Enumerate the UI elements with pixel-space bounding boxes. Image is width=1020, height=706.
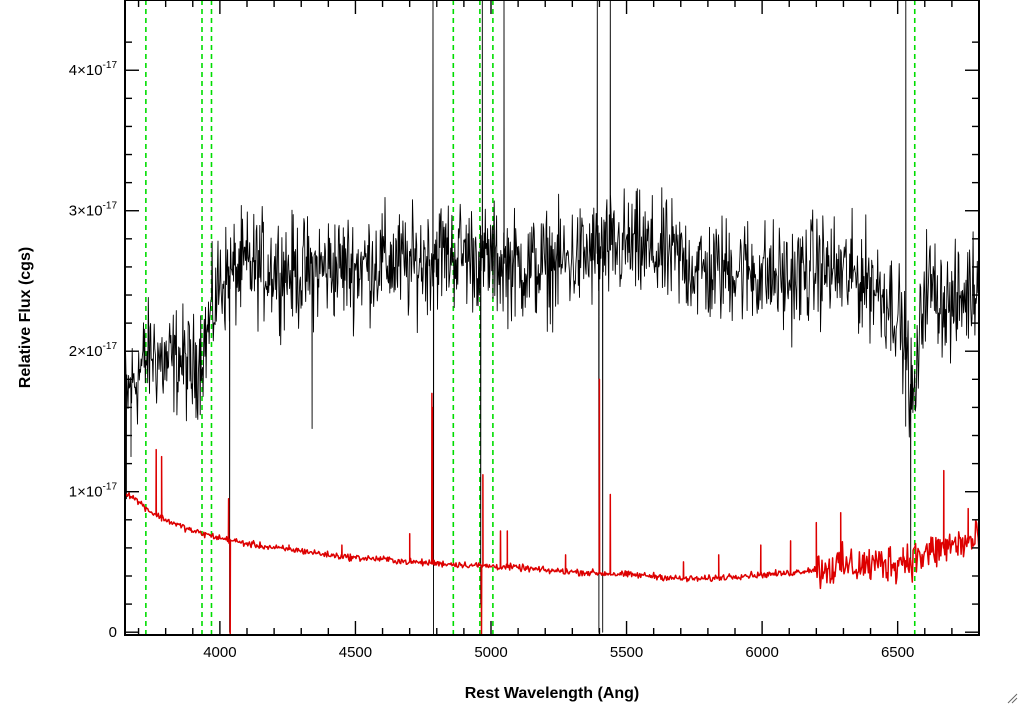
y-tick-label-4: 4×10-17 bbox=[69, 60, 118, 79]
x-tick-label-5000: 5000 bbox=[474, 644, 507, 661]
x-tick-label-6000: 6000 bbox=[745, 644, 778, 661]
x-tick-label-4500: 4500 bbox=[339, 644, 372, 661]
axis-ticks bbox=[125, 0, 980, 635]
y-axis-label: Relative Flux (cgs) bbox=[17, 247, 34, 388]
spectrum-line-1 bbox=[125, 0, 979, 635]
spectrum-series bbox=[125, 0, 979, 635]
x-axis-label: Rest Wavelength (Ang) bbox=[465, 685, 640, 702]
tick-labels: 4000 4500 5000 5500 6000 6500 0 1×10-17 2×10-17 3… bbox=[69, 60, 915, 661]
y-tick-label-2: 2×10-17 bbox=[69, 341, 118, 360]
x-tick-label-4000: 4000 bbox=[203, 644, 236, 661]
y-tick-label-3: 3×10-17 bbox=[69, 201, 118, 220]
x-tick-label-6500: 6500 bbox=[881, 644, 914, 661]
y-tick-label-1: 1×10-17 bbox=[69, 482, 118, 501]
resize-grip-icon[interactable] bbox=[1006, 692, 1018, 704]
spectrum-line-2 bbox=[125, 378, 979, 635]
x-tick-label-5500: 5500 bbox=[610, 644, 643, 661]
plot-frame bbox=[124, 0, 980, 636]
y-tick-label-0: 0 bbox=[109, 624, 117, 641]
emission-line-markers bbox=[145, 0, 916, 635]
